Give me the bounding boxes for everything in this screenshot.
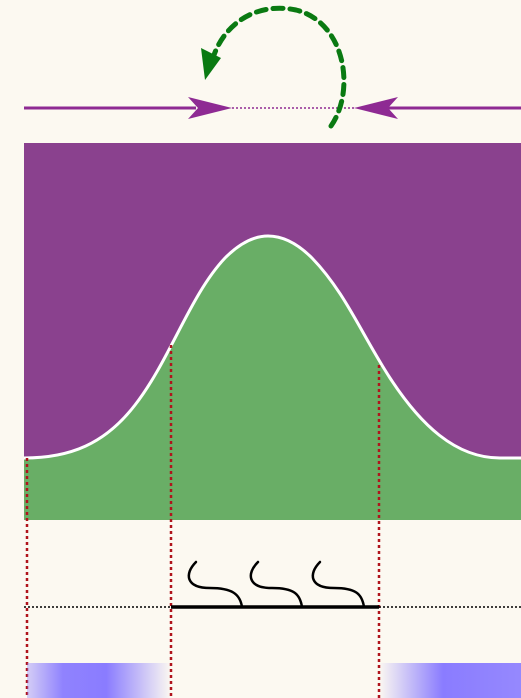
boundary-curve: [23, 234, 521, 460]
right-arrowhead-icon: [354, 97, 398, 119]
converging-arrows: [24, 97, 521, 119]
wavy-strands: [187, 560, 366, 609]
wave-strand-icon: [187, 560, 244, 609]
guide-lines: [25, 345, 381, 698]
feedback-loop: [201, 5, 347, 129]
feedback-arrowhead-icon: [201, 48, 221, 80]
blue-band-right: [379, 663, 521, 698]
feedback-loop-curve: [211, 5, 347, 129]
bottom-bands: [27, 663, 521, 698]
green-region: [24, 236, 521, 520]
wave-strand-icon: [311, 560, 366, 609]
wave-strand-icon: [249, 560, 304, 609]
region-block: [23, 143, 521, 520]
left-arrowhead-icon: [188, 97, 232, 119]
blue-band-left: [27, 663, 171, 698]
